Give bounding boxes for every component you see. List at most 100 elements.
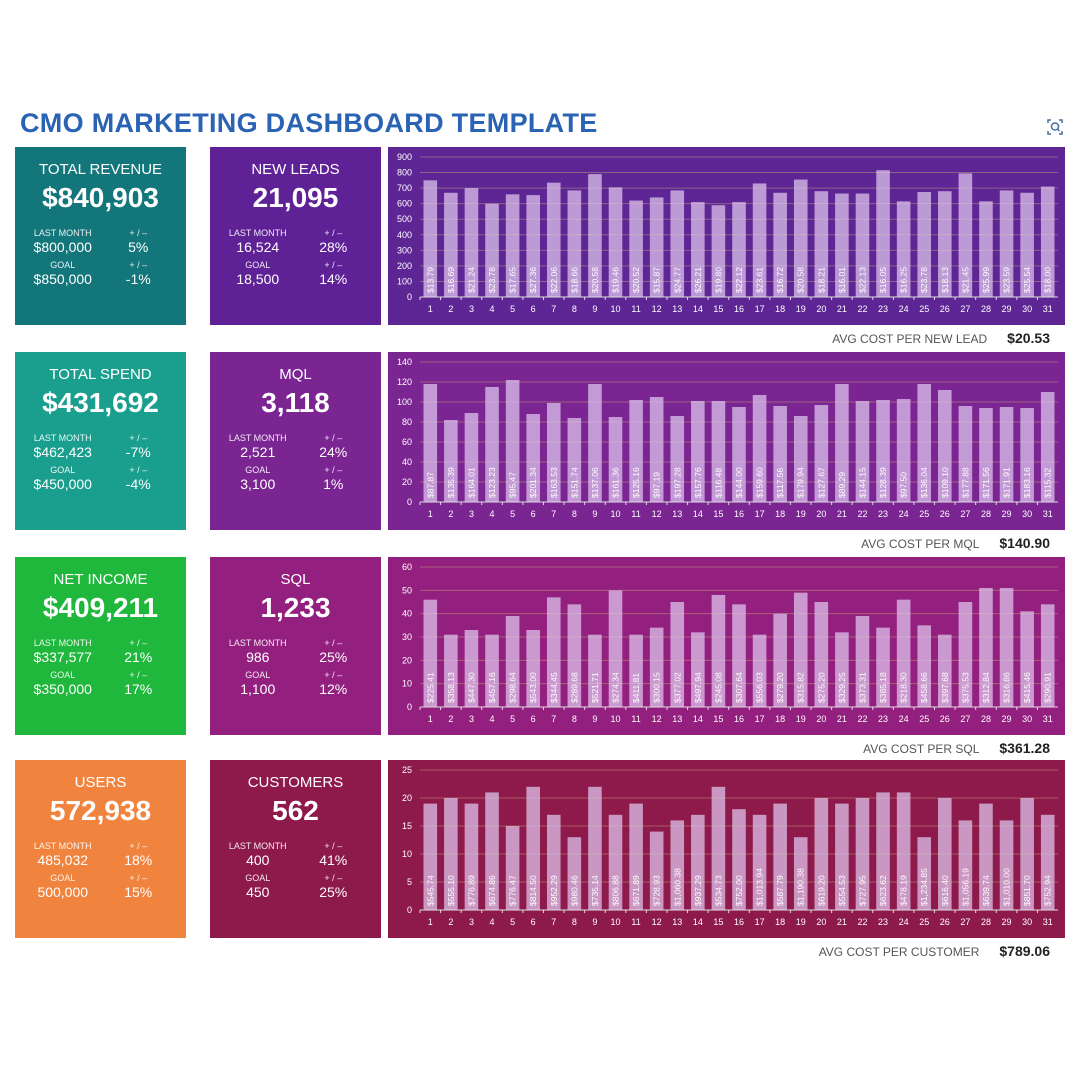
bar-data-label: $171.91: [1002, 467, 1012, 498]
x-tick-label: 30: [1022, 509, 1032, 519]
visual-search-icon[interactable]: [1040, 112, 1070, 142]
x-tick-label: 25: [919, 917, 929, 927]
bar: [999, 407, 1014, 502]
x-tick-label: 4: [490, 714, 495, 724]
x-tick-label: 22: [857, 917, 867, 927]
x-tick-label: 7: [551, 714, 556, 724]
y-tick-label: 10: [402, 849, 412, 859]
x-tick-label: 29: [1002, 917, 1012, 927]
bar-data-label: $201.34: [528, 467, 538, 498]
x-tick-label: 14: [693, 509, 703, 519]
footer-label: AVG COST PER NEW LEAD: [832, 332, 988, 346]
kpi-value: $409,211: [42, 592, 159, 623]
last-month-label: LAST MONTH: [33, 228, 92, 238]
bar-data-label: $128.39: [878, 467, 888, 498]
bar-chart: 0 20 40 60 80 100 120 140 $87.87 1 $135.39 2 $164.01…: [388, 352, 1065, 530]
bar: [1020, 192, 1034, 297]
bar-data-label: $151.74: [569, 467, 579, 498]
bar-data-label: $851.70: [1022, 875, 1032, 906]
x-tick-label: 1: [428, 509, 433, 519]
bar: [876, 400, 890, 502]
x-tick-label: 19: [796, 714, 806, 724]
x-tick-label: 1: [428, 304, 433, 314]
x-tick-label: 20: [816, 917, 826, 927]
bar-data-label: $25.99: [981, 267, 991, 293]
bar: [526, 786, 540, 910]
x-tick-label: 6: [531, 917, 536, 927]
bar: [1040, 814, 1055, 910]
bar-data-label: $19.46: [611, 267, 621, 293]
y-tick-label: 20: [402, 793, 412, 803]
kpi-comparison: LAST MONTH + / – $462,423 -7% GOAL + / – $450,…: [25, 429, 176, 492]
bar-data-label: $197.28: [672, 467, 682, 498]
x-tick-label: 3: [469, 304, 474, 314]
y-tick-label: 200: [397, 261, 412, 271]
x-tick-label: 31: [1043, 509, 1053, 519]
bar-data-label: $275.20: [816, 672, 826, 703]
goal-value: 3,100: [240, 476, 276, 492]
x-tick-label: 2: [448, 714, 453, 724]
y-tick-label: 800: [397, 168, 412, 178]
x-tick-label: 5: [510, 917, 515, 927]
bar-data-label: $671.89: [631, 875, 641, 906]
bar: [814, 405, 829, 502]
bar: [752, 634, 767, 707]
bar: [1020, 611, 1034, 707]
goal-change: 1%: [323, 476, 344, 492]
bar: [896, 399, 911, 502]
bar: [505, 616, 520, 707]
bar-data-label: $159.60: [755, 467, 765, 498]
x-tick-label: 31: [1043, 714, 1053, 724]
bar-data-label: $497.94: [693, 672, 703, 703]
last-month-label: LAST MONTH: [33, 841, 92, 851]
bar-data-label: $727.95: [857, 875, 867, 906]
bar: [814, 191, 829, 297]
x-tick-label: 27: [960, 714, 970, 724]
bar-data-label: $15.87: [652, 267, 662, 293]
bar-data-label: $457.16: [487, 672, 497, 703]
chart-background: [388, 557, 1065, 735]
last-month-change: 21%: [124, 649, 153, 665]
bar-data-label: $776.89: [466, 875, 476, 906]
x-tick-label: 4: [490, 509, 495, 519]
chart-footer: AVG COST PER SQL $361.28: [863, 740, 1050, 756]
goal-change: -1%: [125, 271, 151, 287]
x-tick-label: 10: [611, 714, 621, 724]
kpi-comparison: LAST MONTH + / – 2,521 24% GOAL + / – 3,100 1%: [220, 429, 371, 492]
bar-data-label: $144.15: [857, 467, 867, 498]
bar: [588, 384, 602, 502]
bar: [588, 174, 602, 297]
x-tick-label: 18: [775, 714, 785, 724]
y-tick-label: 100: [397, 276, 412, 286]
bar-data-label: $22.13: [857, 267, 867, 293]
x-tick-label: 5: [510, 304, 515, 314]
bar-data-label: $674.86: [487, 875, 497, 906]
x-tick-label: 8: [572, 304, 577, 314]
bar-data-label: $397.68: [940, 672, 950, 703]
kpi-label: NET INCOME: [53, 571, 148, 588]
bar: [979, 408, 993, 502]
bar-data-label: $478.19: [899, 875, 909, 906]
x-tick-label: 2: [448, 304, 453, 314]
bar: [732, 407, 746, 502]
kpi-tile-net-income: NET INCOME $409,211 LAST MONTH + / – $337,57…: [15, 557, 186, 735]
bar: [464, 188, 479, 297]
goal-value: $350,000: [33, 681, 92, 697]
bar-data-label: $245.08: [713, 672, 723, 703]
bar: [1040, 392, 1055, 502]
bar-data-label: $1,190.38: [796, 868, 806, 906]
bar-data-label: $316.86: [1002, 672, 1012, 703]
x-tick-label: 26: [940, 917, 950, 927]
bar-data-label: $26.21: [693, 267, 703, 293]
bar-data-label: $554.53: [837, 875, 847, 906]
x-tick-label: 24: [899, 304, 909, 314]
bar: [629, 634, 643, 707]
change-label: + / –: [129, 841, 148, 851]
goal-label: GOAL: [50, 873, 76, 883]
bar: [958, 820, 973, 910]
bar: [608, 814, 623, 910]
y-tick-label: 0: [407, 702, 412, 712]
x-tick-label: 16: [734, 714, 744, 724]
y-tick-label: 0: [407, 292, 412, 302]
x-tick-label: 23: [878, 917, 888, 927]
